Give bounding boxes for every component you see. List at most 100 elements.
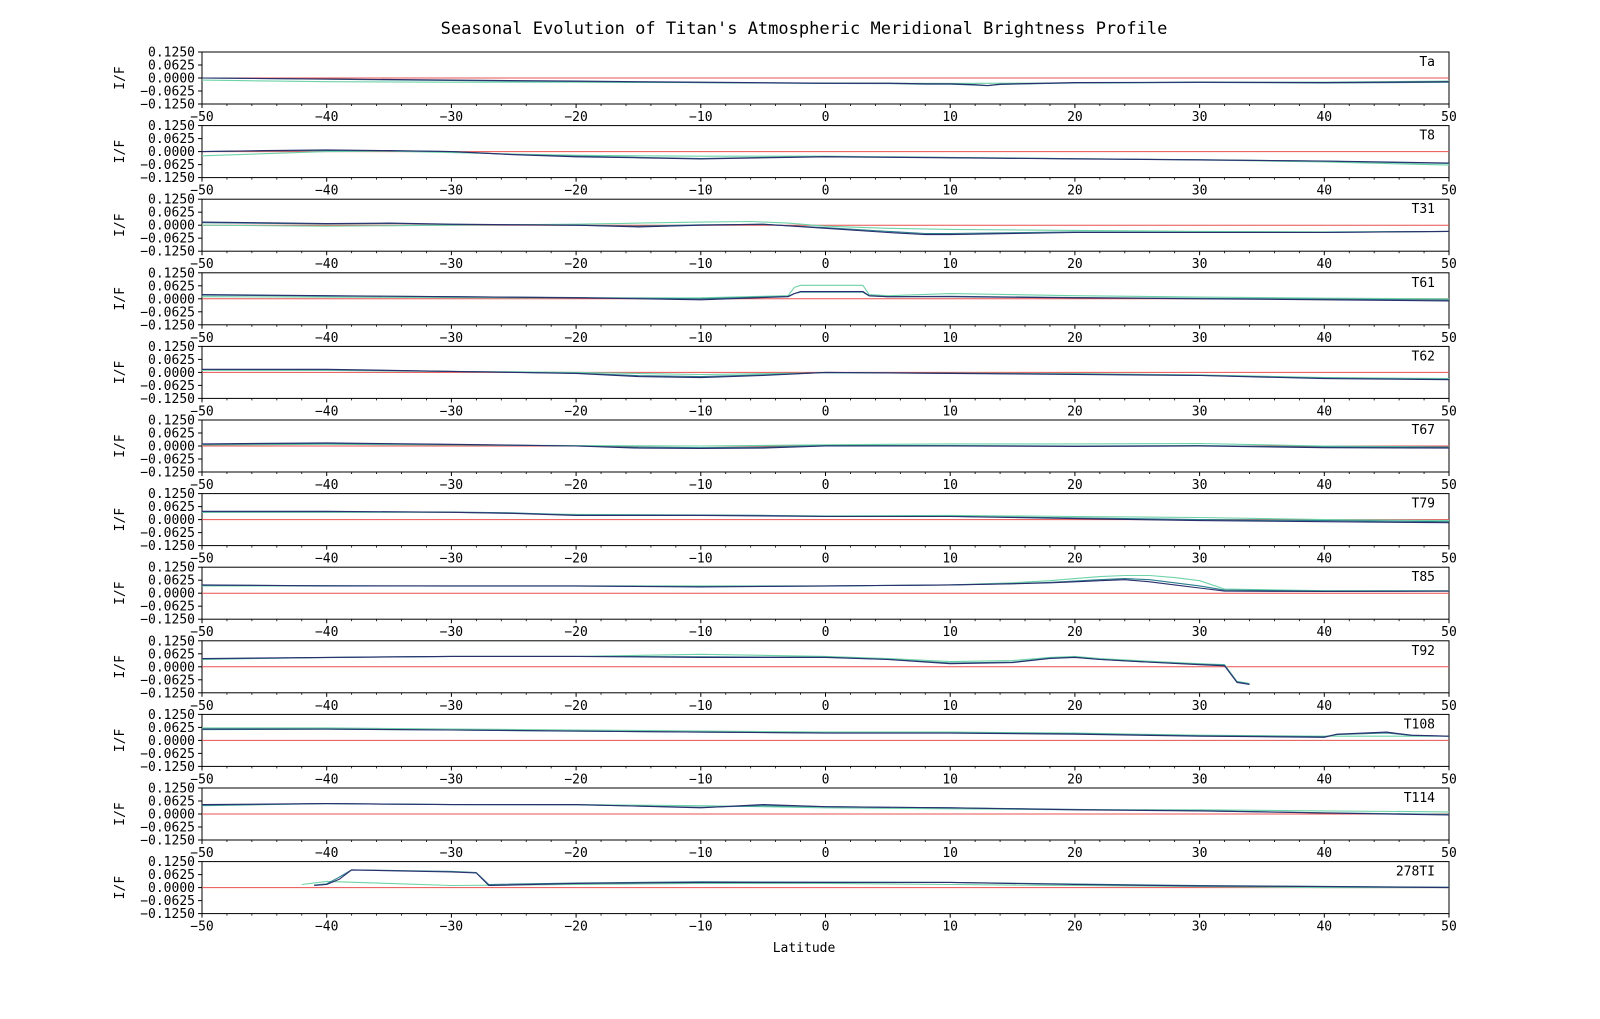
panel-label: T62 [1412,349,1435,364]
y-tick-label: 0.0625 [148,206,195,221]
series-line-2 [201,368,1450,380]
x-tick-label: −40 [315,404,338,419]
y-tick-label: 0.1250 [148,340,195,355]
y-axis-label: I/F [113,581,128,605]
x-tick-label: −40 [315,184,338,199]
x-tick-label: −10 [689,404,712,419]
x-tick-label: −20 [564,478,587,493]
x-tick-label: 10 [942,552,958,567]
x-tick-label: 20 [1067,331,1083,346]
x-tick-label: 0 [822,404,830,419]
x-tick-label: −20 [564,846,587,861]
x-tick-label: 40 [1316,846,1332,861]
x-tick-label: 50 [1441,625,1457,640]
x-tick-label: 50 [1441,478,1457,493]
x-tick-label: −20 [564,110,587,125]
y-axis-label: I/F [113,728,128,752]
y-tick-label: −0.0625 [140,379,195,394]
x-tick-label: 30 [1192,625,1208,640]
panel-label: T114 [1404,791,1435,806]
y-axis-label: I/F [113,140,128,164]
x-tick-label: 40 [1316,552,1332,567]
y-tick-label: 0.1250 [148,561,195,576]
panel-label: T67 [1412,423,1435,438]
x-tick-label: −40 [315,110,338,125]
series-line-2 [314,869,1450,888]
x-tick-label: −50 [190,110,213,125]
y-tick-label: 0.0625 [148,795,195,810]
x-tick-label: 40 [1316,920,1332,935]
series-line-1 [201,579,1450,593]
y-tick-label: −0.0625 [140,85,195,100]
y-tick-label: −0.0625 [140,158,195,173]
x-tick-label: 0 [822,625,830,640]
x-tick-label: 10 [942,110,958,125]
y-tick-label: 0.0625 [148,132,195,147]
x-tick-label: 20 [1067,772,1083,787]
x-tick-label: −30 [440,772,463,787]
y-axis-label: I/F [113,655,128,679]
x-tick-label: 50 [1441,699,1457,714]
x-tick-label: −40 [315,478,338,493]
y-tick-label: −0.1250 [140,907,195,922]
x-tick-label: −40 [315,331,338,346]
series-line-1 [201,655,1250,686]
y-axis-label: I/F [113,213,128,237]
x-tick-label: 50 [1441,404,1457,419]
y-tick-label: 0.0625 [148,59,195,74]
x-tick-label: −10 [689,772,712,787]
x-tick-label: 40 [1316,478,1332,493]
y-tick-label: −0.1250 [140,466,195,481]
y-tick-label: −0.1250 [140,613,195,628]
x-tick-label: −40 [315,772,338,787]
x-tick-label: −20 [564,552,587,567]
y-tick-label: −0.0625 [140,305,195,320]
y-tick-label: −0.1250 [140,245,195,260]
x-tick-label: 30 [1192,478,1208,493]
panel-label: T61 [1412,276,1435,291]
series-line-1 [201,290,1450,302]
x-tick-label: 30 [1192,331,1208,346]
x-tick-label: 0 [822,552,830,567]
panel-label: Ta [1419,55,1435,70]
x-tick-label: −30 [440,110,463,125]
y-axis-label: I/F [113,876,128,900]
x-tick-label: −20 [564,257,587,272]
y-tick-label: 0.0000 [148,808,195,823]
x-tick-label: −20 [564,404,587,419]
x-tick-label: 10 [942,184,958,199]
x-tick-label: 10 [942,331,958,346]
x-tick-label: 40 [1316,257,1332,272]
series-line-1 [202,368,1450,381]
series-line-3 [202,574,1449,592]
x-tick-label: 50 [1441,110,1457,125]
series-line-1 [201,803,1450,816]
x-tick-label: 30 [1192,552,1208,567]
y-axis-label: I/F [113,360,128,384]
y-tick-label: −0.0625 [140,894,195,909]
x-tick-label: −40 [315,846,338,861]
y-tick-label: −0.1250 [140,318,195,333]
series-line-3 [201,803,1450,813]
y-tick-label: −0.1250 [140,834,195,849]
x-axis-label: Latitude [773,941,836,956]
x-tick-label: 30 [1192,184,1208,199]
series-line-1 [201,149,1450,164]
y-tick-label: −0.1250 [140,686,195,701]
x-tick-label: 40 [1316,772,1332,787]
x-tick-label: 10 [942,257,958,272]
y-tick-label: −0.0625 [140,821,195,836]
y-tick-label: 0.1250 [148,855,195,870]
x-tick-label: 50 [1441,184,1457,199]
y-tick-label: −0.1250 [140,392,195,407]
x-tick-label: −30 [440,257,463,272]
x-tick-label: −10 [689,552,712,567]
x-tick-label: −10 [689,920,712,935]
x-tick-label: 0 [822,331,830,346]
y-tick-label: 0.0000 [148,292,195,307]
x-tick-label: −30 [440,920,463,935]
y-tick-label: 0.1250 [148,634,195,649]
x-tick-label: −20 [564,625,587,640]
